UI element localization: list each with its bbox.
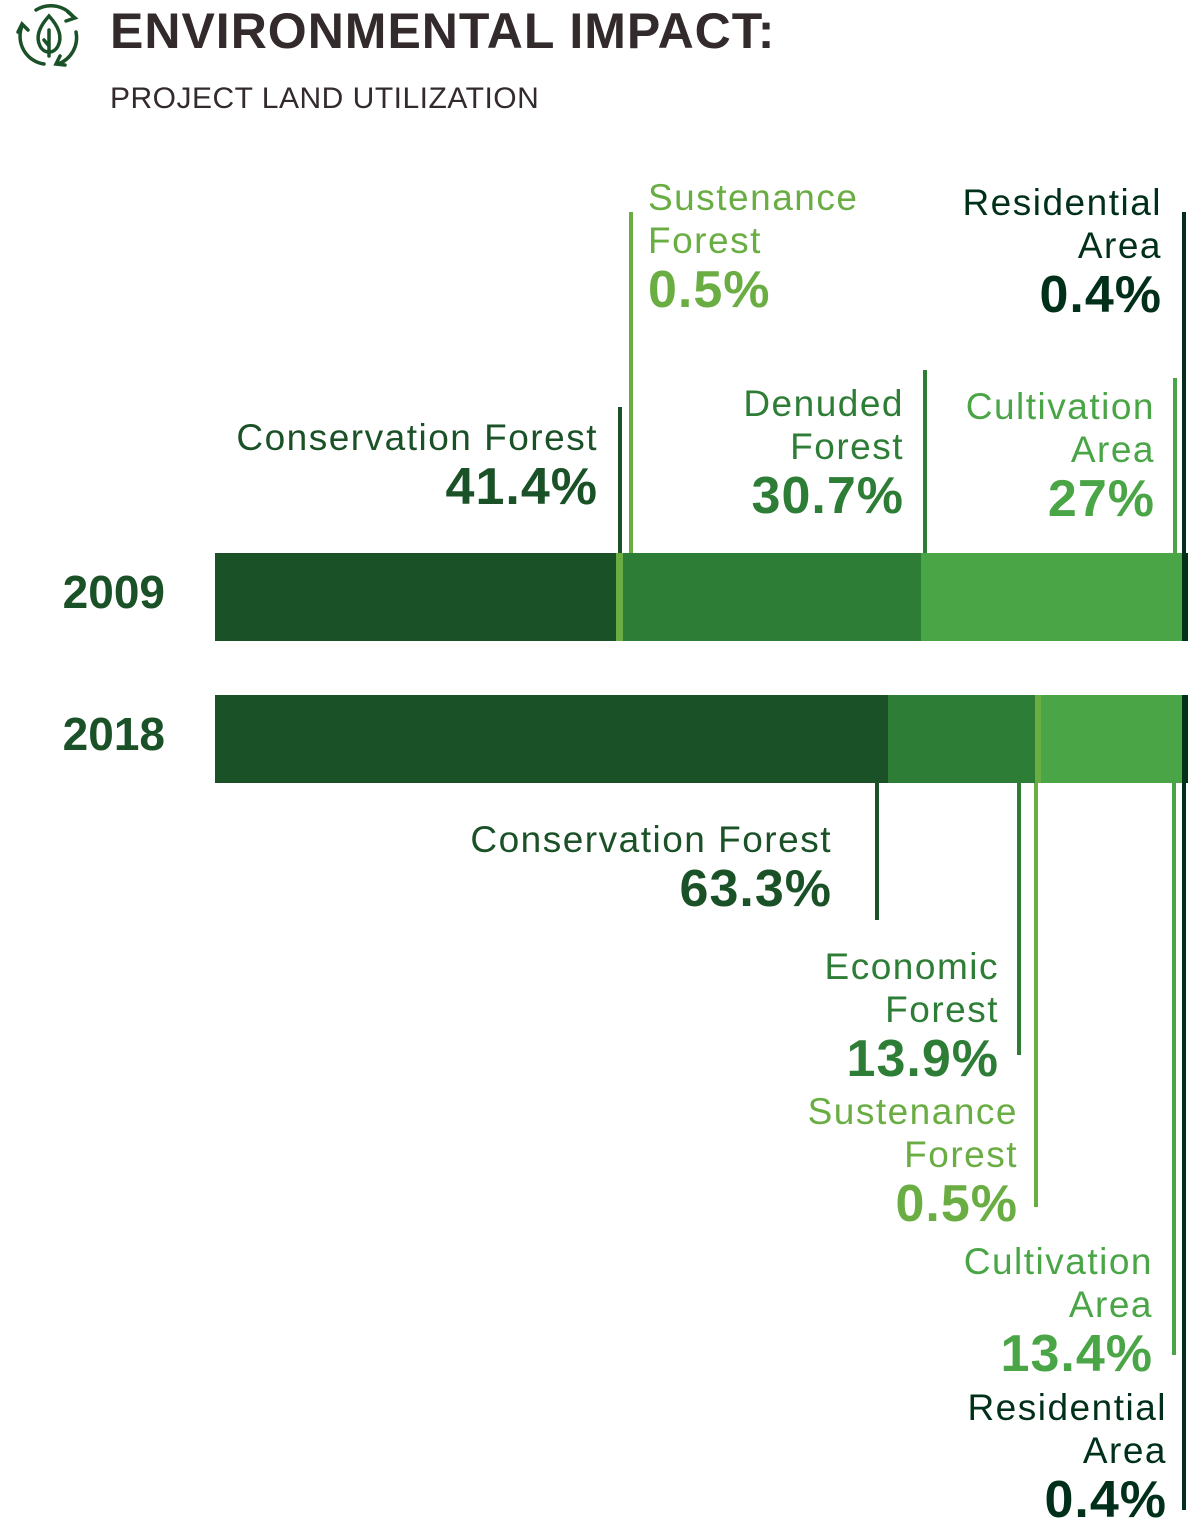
segment-value: 63.3% (679, 860, 832, 918)
segment-value: 0.4% (1039, 266, 1162, 324)
leader-line (1173, 378, 1177, 553)
segment-value: 13.9% (846, 1030, 999, 1088)
bar-segment-denuded-forest (622, 553, 922, 641)
data-label: Sustenance Forest 0.5% (808, 1090, 1018, 1232)
leader-line (1017, 783, 1021, 1055)
leader-line (923, 370, 927, 553)
segment-name: Residential (967, 1387, 1167, 1428)
bar-segment-sustenance-forest (616, 553, 625, 641)
segment-value: 0.5% (648, 261, 771, 319)
page-subtitle: PROJECT LAND UTILIZATION (110, 82, 540, 115)
segment-value: 41.4% (445, 458, 598, 516)
bar-segment-residential-area (1181, 695, 1188, 783)
bar-segment-conservation-forest (215, 553, 618, 641)
segment-name: Area (1070, 429, 1155, 470)
segment-name: Forest (648, 220, 762, 261)
page-title: ENVIRONMENTAL IMPACT: (110, 3, 776, 59)
segment-name: Residential (962, 182, 1162, 223)
data-label: Economic Forest 13.9% (825, 945, 999, 1087)
year-label: 2009 (62, 566, 165, 618)
data-label: Cultivation Area 13.4% (964, 1240, 1153, 1382)
segment-value: 30.7% (751, 467, 904, 525)
leader-line (629, 212, 633, 553)
data-label: Residential Area 0.4% (967, 1386, 1167, 1528)
data-label: Denuded Forest 30.7% (743, 382, 904, 524)
segment-name: Forest (790, 426, 904, 467)
segment-name: Cultivation (965, 386, 1155, 427)
recycle-leaf-icon (16, 4, 79, 67)
leader-line (618, 407, 622, 553)
segment-name: Sustenance (807, 1091, 1018, 1132)
bar-2018 (215, 695, 1188, 783)
data-label: Conservation Forest 63.3% (470, 818, 832, 917)
data-label: Conservation Forest 41.4% (236, 416, 598, 515)
data-label: Sustenance Forest 0.5% (648, 176, 858, 318)
segment-name: Forest (904, 1134, 1018, 1175)
segment-name: Conservation Forest (236, 417, 598, 458)
segment-value: 0.5% (895, 1175, 1018, 1233)
segment-value: 0.4% (1044, 1471, 1167, 1529)
segment-name: Denuded (743, 383, 904, 424)
segment-value: 27% (1047, 470, 1155, 528)
segment-value: 13.4% (1000, 1325, 1153, 1383)
leader-line (1034, 783, 1038, 1207)
segment-name: Sustenance (648, 177, 859, 218)
segment-name: Area (1068, 1284, 1153, 1325)
bar-segment-conservation-forest (215, 695, 889, 783)
segment-name: Area (1082, 1430, 1167, 1471)
leader-line (1182, 783, 1186, 1510)
leader-line (1182, 212, 1186, 553)
bar-segment-residential-area (1182, 553, 1188, 641)
bar-segment-economic-forest (888, 695, 1036, 783)
segment-name: Cultivation (963, 1241, 1153, 1282)
leader-line (1172, 783, 1176, 1355)
leader-line (875, 783, 879, 920)
segment-name: Economic (824, 946, 999, 987)
bar-segment-sustenance-forest (1034, 695, 1043, 783)
data-label: Cultivation Area 27% (966, 385, 1155, 527)
bar-2009 (215, 553, 1188, 641)
segment-name: Forest (885, 989, 999, 1030)
bar-segment-cultivation-area (1041, 695, 1184, 783)
data-label: Residential Area 0.4% (962, 181, 1162, 323)
segment-name: Conservation Forest (470, 819, 832, 860)
segment-name: Area (1077, 225, 1162, 266)
year-label: 2018 (62, 708, 165, 760)
bar-segment-cultivation-area (921, 553, 1185, 641)
